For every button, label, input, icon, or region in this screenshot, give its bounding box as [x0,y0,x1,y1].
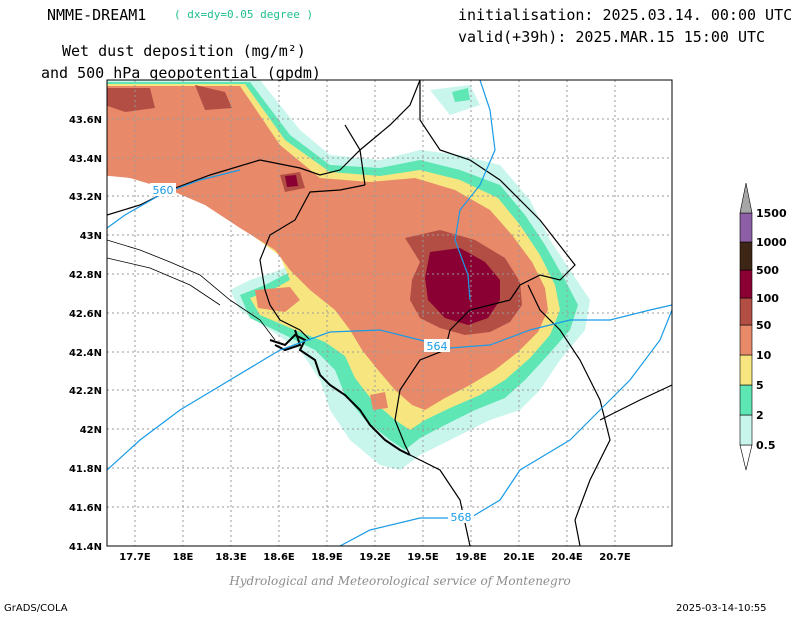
longitude-labels: 17.7E 18E 18.3E 18.6E 18.9E 19.2E 19.5E … [119,552,631,563]
lon-label: 18.6E [263,552,295,563]
legend-label: 1000 [756,236,787,249]
lat-label: 43.4N [69,154,102,165]
legend-label: 10 [756,349,772,362]
resolution-label: ( dx=dy=0.05 degree ) [174,8,314,21]
contour-label-560: 560 [150,183,176,197]
lat-label: 43.2N [69,192,102,203]
legend-label: 0.5 [756,439,776,452]
legend-swatch [739,212,753,243]
initialisation-time: initialisation: 2025.03.14. 00:00 UTC [458,6,793,24]
software-label: GrADS/COLA [4,603,68,614]
lon-label: 19.2E [359,552,391,563]
model-name: NMME-DREAM1 [47,6,147,24]
lon-label: 18E [173,552,194,563]
lat-label: 43.6N [69,115,102,126]
contour-label-564: 564 [424,339,450,353]
contour-label-568: 568 [448,510,474,524]
graticule [107,80,672,546]
variable-title-line2: and 500 hPa geopotential (gpdm) [41,64,321,82]
lat-label: 41.6N [69,503,102,514]
legend-label: 50 [756,319,772,332]
legend-upper-arrow [739,182,753,214]
dust-deposition-field [107,80,590,470]
svg-text:568: 568 [451,511,472,524]
coastline [269,329,411,456]
lat-label: 42.2N [69,386,102,397]
map-frame [106,79,673,547]
legend-label: 1500 [756,207,787,220]
latitude-labels: 43.6N 43.4N 43.2N 43N 42.8N 42.6N 42.4N … [69,115,102,553]
lon-label: 17.7E [119,552,151,563]
legend-lower-arrow [739,444,753,471]
legend-label: 2 [756,409,764,422]
geopotential-contours [107,80,672,546]
lat-label: 42.6N [69,309,102,320]
variable-title-line1: Wet dust deposition (mg/m²) [62,42,306,60]
legend-label: 500 [756,264,779,277]
lat-label: 42.8N [69,270,102,281]
lon-label: 20.7E [599,552,631,563]
svg-text:560: 560 [153,184,174,197]
lon-label: 18.3E [215,552,247,563]
lon-label: 19.8E [455,552,487,563]
legend-swatch [739,324,753,356]
lat-label: 41.4N [69,542,102,553]
render-timestamp: 2025-03-14-10:55 [676,603,767,614]
legend-swatch [739,384,753,416]
legend-swatch [739,297,753,326]
lon-label: 20.1E [503,552,535,563]
credit-line: Hydrological and Meteorological service … [229,574,571,588]
lat-label: 41.8N [69,464,102,475]
lat-label: 43N [80,231,102,242]
color-legend [739,182,753,471]
croatia-coast [107,239,276,341]
legend-labels: 0.5 2 5 10 50 100 500 1000 1500 [756,207,787,452]
lon-label: 19.5E [407,552,439,563]
lat-label: 42N [80,425,102,436]
svg-text:564: 564 [427,340,448,353]
valid-time: valid(+39h): 2025.MAR.15 15:00 UTC [458,28,766,46]
legend-swatch [739,241,753,271]
lat-label: 42.4N [69,348,102,359]
legend-label: 100 [756,292,779,305]
lon-label: 18.9E [311,552,343,563]
legend-swatch [739,354,753,386]
country-borders [107,80,672,546]
legend-label: 5 [756,379,764,392]
legend-swatch [739,269,753,299]
legend-swatch [739,414,753,446]
lon-label: 20.4E [551,552,583,563]
